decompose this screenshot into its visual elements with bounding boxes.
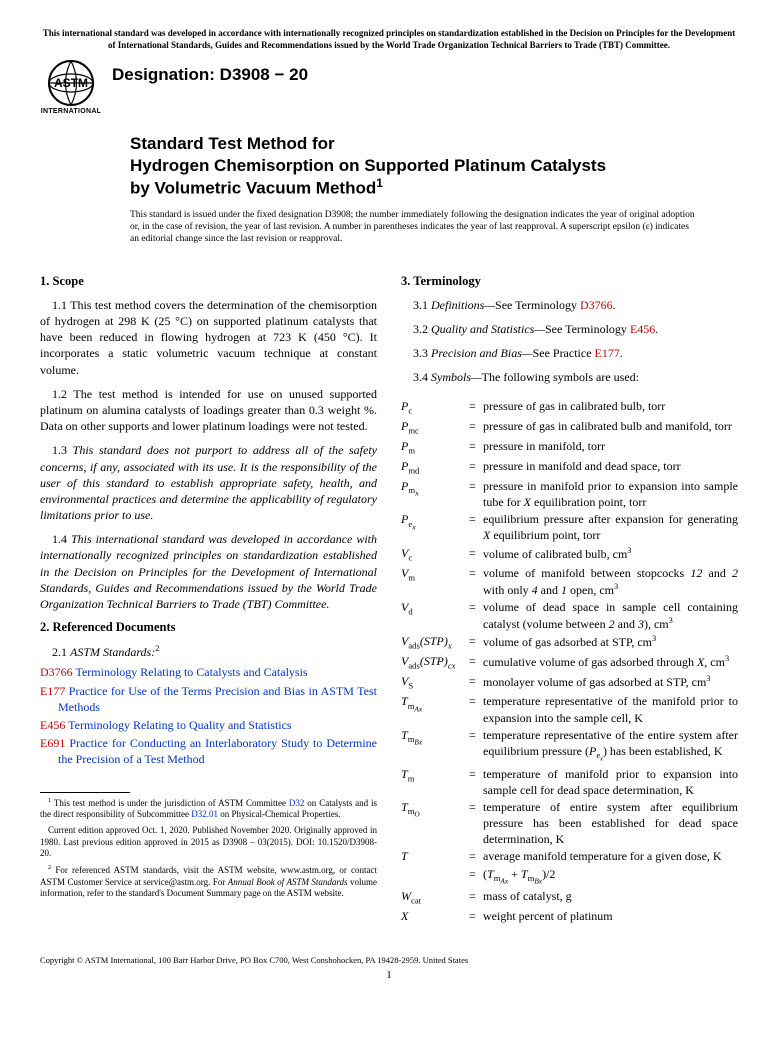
para-1-3: 1.3 1.3 This standard does not purport t… [40,442,377,523]
ref-title-e456[interactable]: Terminology Relating to Quality and Stat… [68,718,291,732]
para-3-3: 3.3 Precision and Bias—See Practice E177… [401,345,738,361]
ref-e456: E456 Terminology Relating to Quality and… [40,717,377,733]
fn1a: This test method is under the jurisdicti… [51,798,289,808]
p21-sup: 2 [155,644,159,653]
para-3-4: 3.4 Symbols—The following symbols are us… [401,369,738,385]
svg-text:ASTM: ASTM [54,76,88,90]
ref-code-d3766[interactable]: D3766 [40,665,73,679]
title-line2: Hydrogen Chemisorption on Supported Plat… [130,155,738,199]
top-notice: This international standard was develope… [40,28,738,51]
footnote-2: 2 For referenced ASTM standards, visit t… [40,864,377,900]
sym-pc: Pc=pressure of gas in calibrated bulb, t… [401,398,738,417]
ref-title-d3766[interactable]: Terminology Relating to Catalysts and Ca… [75,665,307,679]
sym-vads-x: Vads(STP)x=volume of gas adsorbed at STP… [401,633,738,652]
para-1-1: 1.1 This test method covers the determin… [40,297,377,378]
left-column: 1. Scope 1.1 This test method covers the… [40,266,377,925]
title-line2a: Hydrogen Chemisorption on Supported Plat… [130,156,606,175]
issued-note: This standard is issued under the fixed … [130,209,698,246]
sym-vs: VS=monolayer volume of gas adsorbed at S… [401,673,738,692]
symbols-table: Pc=pressure of gas in calibrated bulb, t… [401,398,738,924]
fn1-link1[interactable]: D32 [289,798,305,808]
footnote-1: 1 This test method is under the jurisdic… [40,797,377,821]
ref-title-e177[interactable]: Practice for Use of the Terms Precision … [58,684,377,714]
ref-e177: E177 Practice for Use of the Terms Preci… [40,683,377,715]
title-line1: Standard Test Method for [130,133,738,154]
fn2-ital: Annual Book of ASTM Standards [228,877,348,887]
sym-t-eq: =(TmAx + TmBx)/2 [401,866,738,887]
header-row: ASTM INTERNATIONAL Designation: D3908 − … [40,59,738,115]
ref-d3766: D3766 Terminology Relating to Catalysts … [40,664,377,680]
footnote-rule [40,792,130,793]
section-1-head: 1. Scope [40,274,377,289]
link-e456[interactable]: E456 [630,322,655,336]
p21-lead: 2.1 [52,645,70,659]
p21-ital: ASTM Standards: [70,645,155,659]
designation: Designation: D3908 − 20 [112,65,308,85]
sym-pex: Pex=equilibrium pressure after expansion… [401,511,738,543]
para-2-1: 2.1 ASTM Standards:2 [40,643,377,660]
section-3-head: 3. Terminology [401,274,738,289]
link-d3766[interactable]: D3766 [580,298,613,312]
fn1c: on Physical-Chemical Properties. [218,809,340,819]
section-2-head: 2. Referenced Documents [40,620,377,635]
ref-code-e177[interactable]: E177 [40,684,65,698]
columns: 1. Scope 1.1 This test method covers the… [40,266,738,925]
sym-pmd: Pmd=pressure in manifold and dead space,… [401,458,738,477]
page: This international standard was develope… [0,0,778,1001]
copyright: Copyright © ASTM International, 100 Barr… [40,955,738,965]
title-block: Standard Test Method for Hydrogen Chemis… [130,133,738,198]
ref-code-e456[interactable]: E456 [40,718,65,732]
sym-vd: Vd=volume of dead space in sample cell c… [401,599,738,632]
para-1-2: 1.2 The test method is intended for use … [40,386,377,435]
sym-tmbx: TmBx=temperature representative of the e… [401,727,738,765]
link-e177[interactable]: E177 [595,346,620,360]
sym-x: X=weight percent of platinum [401,908,738,924]
astm-logo: ASTM INTERNATIONAL [40,59,102,115]
sym-pmc: Pmc=pressure of gas in calibrated bulb a… [401,418,738,437]
sym-tmax: TmAx=temperature representative of the m… [401,693,738,725]
para-3-1: 3.1 Definitions—See Terminology D3766. [401,297,738,313]
footnote-1b: Current edition approved Oct. 1, 2020. P… [40,825,377,860]
sym-vm: Vm=volume of manifold between stopcocks … [401,565,738,598]
para-3-2: 3.2 Quality and Statistics—See Terminolo… [401,321,738,337]
sym-t: T=average manifold temperature for a giv… [401,848,738,864]
title-line2b: by Volumetric Vacuum Method [130,179,376,198]
page-number: 1 [40,969,738,981]
svg-text:INTERNATIONAL: INTERNATIONAL [41,108,102,115]
sym-pmx: Pmx=pressure in manifold prior to expans… [401,478,738,510]
sym-vads-cx: Vads(STP)cx=cumulative volume of gas ads… [401,653,738,672]
title-footnote-marker: 1 [376,176,383,190]
sym-tm: Tm=temperature of manifold prior to expa… [401,766,738,798]
para-1-4: 1.4 This international standard was deve… [40,531,377,612]
ref-code-e691[interactable]: E691 [40,736,65,750]
ref-title-e691[interactable]: Practice for Conducting an Interlaborato… [58,736,377,766]
sym-tmo: TmO=temperature of entire system after e… [401,799,738,848]
sym-pm: Pm=pressure in manifold, torr [401,438,738,457]
fn1-link2[interactable]: D32.01 [191,809,218,819]
right-column: 3. Terminology 3.1 Definitions—See Termi… [401,266,738,925]
sym-vc: Vc=volume of calibrated bulb, cm3 [401,545,738,564]
sym-wcat: Wcat=mass of catalyst, g [401,888,738,907]
ref-e691: E691 Practice for Conducting an Interlab… [40,735,377,767]
